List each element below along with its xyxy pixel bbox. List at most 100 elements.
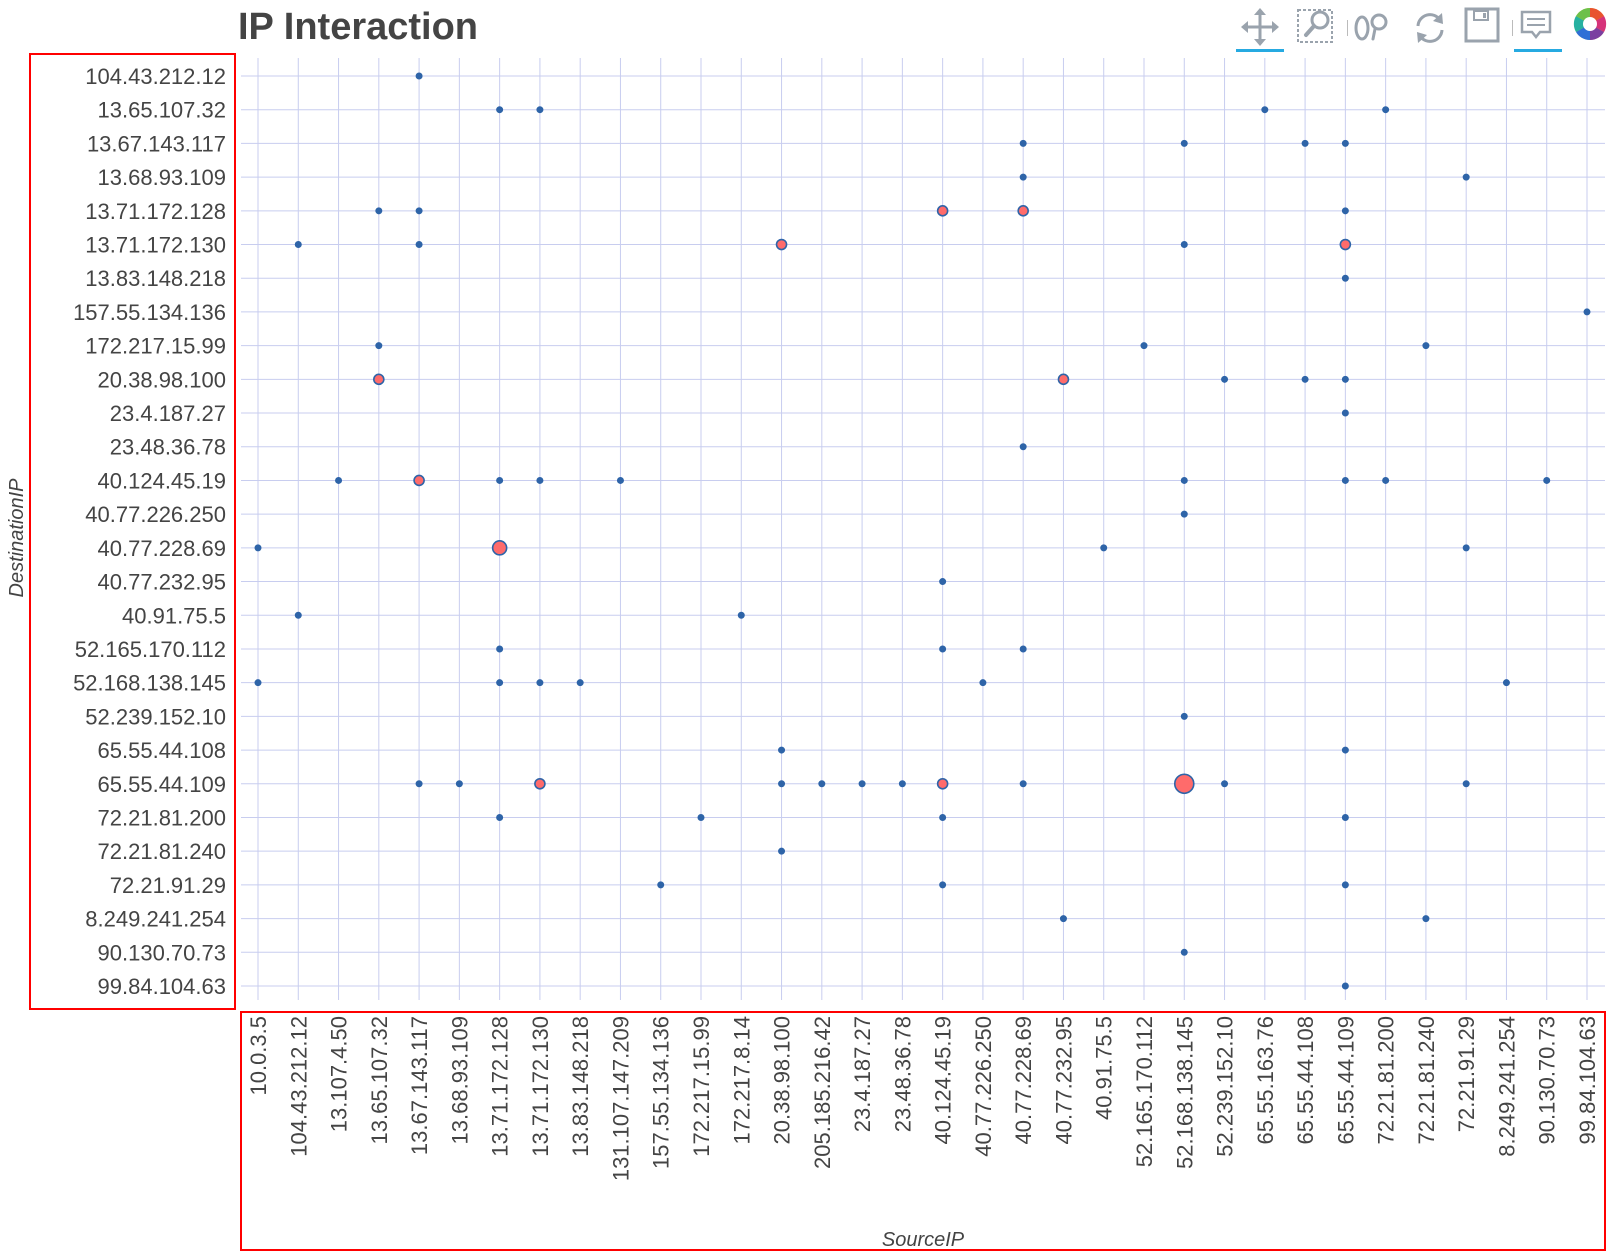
data-point[interactable]: [1180, 139, 1188, 147]
data-point[interactable]: [1019, 645, 1027, 653]
data-point[interactable]: [1180, 241, 1188, 249]
data-point[interactable]: [737, 611, 745, 619]
data-point[interactable]: [1422, 915, 1430, 923]
data-point[interactable]: [1543, 476, 1551, 484]
pan-tool[interactable]: [1236, 4, 1284, 52]
data-point[interactable]: [979, 679, 987, 687]
data-point[interactable]: [1502, 679, 1510, 687]
data-point[interactable]: [496, 645, 504, 653]
data-point[interactable]: [1341, 375, 1349, 383]
data-point[interactable]: [657, 881, 665, 889]
data-point[interactable]: [1341, 274, 1349, 282]
data-point[interactable]: [939, 578, 947, 586]
data-point[interactable]: [254, 544, 262, 552]
data-point[interactable]: [536, 679, 544, 687]
data-point[interactable]: [1382, 476, 1390, 484]
data-point[interactable]: [898, 780, 906, 788]
x-tick-label: 13.65.107.32: [367, 1016, 392, 1144]
data-point[interactable]: [496, 813, 504, 821]
data-point[interactable]: [455, 780, 463, 788]
data-point[interactable]: [1341, 746, 1349, 754]
data-point[interactable]: [373, 373, 385, 386]
bokeh-logo[interactable]: [1570, 4, 1611, 52]
data-point[interactable]: [534, 777, 546, 790]
data-point[interactable]: [491, 540, 508, 556]
data-point[interactable]: [616, 476, 624, 484]
data-point[interactable]: [858, 780, 866, 788]
data-point[interactable]: [1100, 544, 1108, 552]
data-point[interactable]: [1583, 308, 1591, 316]
data-point[interactable]: [1341, 139, 1349, 147]
data-point[interactable]: [1341, 813, 1349, 821]
data-point[interactable]: [1422, 342, 1430, 350]
data-point[interactable]: [1301, 139, 1309, 147]
y-axis-ticks: 104.43.212.12 13.65.107.32 13.67.143.117 13…: [73, 64, 226, 999]
data-point[interactable]: [936, 777, 949, 790]
data-point[interactable]: [1221, 780, 1229, 788]
data-point[interactable]: [1019, 780, 1027, 788]
data-point[interactable]: [576, 679, 584, 687]
data-point[interactable]: [1462, 544, 1470, 552]
data-point[interactable]: [1180, 476, 1188, 484]
data-point[interactable]: [415, 72, 423, 80]
data-point[interactable]: [413, 474, 425, 487]
data-point[interactable]: [778, 746, 786, 754]
data-point[interactable]: [1341, 982, 1349, 990]
data-point[interactable]: [1019, 139, 1027, 147]
data-point[interactable]: [536, 106, 544, 114]
data-point[interactable]: [1180, 510, 1188, 518]
data-point[interactable]: [335, 476, 343, 484]
data-point[interactable]: [1180, 948, 1188, 956]
data-point[interactable]: [415, 780, 423, 788]
data-point[interactable]: [1341, 207, 1349, 215]
x-tick-label: 52.165.170.112: [1132, 1016, 1157, 1167]
data-point[interactable]: [778, 847, 786, 855]
data-point[interactable]: [697, 813, 705, 821]
data-point[interactable]: [1462, 173, 1470, 181]
data-point[interactable]: [375, 342, 383, 350]
data-point[interactable]: [939, 813, 947, 821]
data-point[interactable]: [1017, 205, 1029, 217]
data-point[interactable]: [1059, 915, 1067, 923]
data-points[interactable]: [254, 72, 1591, 990]
data-point[interactable]: [254, 679, 262, 687]
data-point[interactable]: [536, 476, 544, 484]
data-point[interactable]: [1339, 238, 1352, 251]
data-point[interactable]: [1173, 773, 1195, 795]
save-tool[interactable]: [1460, 4, 1508, 52]
data-point[interactable]: [775, 238, 788, 251]
data-point[interactable]: [818, 780, 826, 788]
data-point[interactable]: [496, 679, 504, 687]
data-point[interactable]: [1140, 342, 1148, 350]
data-point[interactable]: [1019, 173, 1027, 181]
data-point[interactable]: [778, 780, 786, 788]
wheel-zoom-tool[interactable]: [1348, 4, 1396, 52]
data-point[interactable]: [294, 611, 302, 619]
hover-tool[interactable]: [1514, 4, 1562, 52]
data-point[interactable]: [415, 241, 423, 249]
data-point[interactable]: [1462, 780, 1470, 788]
data-point[interactable]: [415, 207, 423, 215]
data-point[interactable]: [936, 205, 949, 217]
data-point[interactable]: [1057, 373, 1070, 386]
data-point[interactable]: [1019, 443, 1027, 451]
data-point[interactable]: [1341, 881, 1349, 889]
data-point[interactable]: [496, 476, 504, 484]
data-point[interactable]: [496, 106, 504, 114]
data-point[interactable]: [939, 645, 947, 653]
data-point[interactable]: [375, 207, 383, 215]
data-point[interactable]: [1341, 476, 1349, 484]
data-point[interactable]: [1301, 375, 1309, 383]
data-point[interactable]: [1221, 375, 1229, 383]
data-point[interactable]: [1382, 106, 1390, 114]
reset-tool[interactable]: [1406, 4, 1454, 52]
data-point[interactable]: [294, 241, 302, 249]
box-zoom-tool[interactable]: [1294, 4, 1342, 52]
data-point[interactable]: [1180, 712, 1188, 720]
chart-title: IP Interaction: [238, 6, 479, 48]
data-point[interactable]: [1261, 106, 1269, 114]
y-axis-label: DestinationIP: [6, 478, 28, 598]
data-point[interactable]: [1341, 409, 1349, 417]
data-point[interactable]: [939, 881, 947, 889]
